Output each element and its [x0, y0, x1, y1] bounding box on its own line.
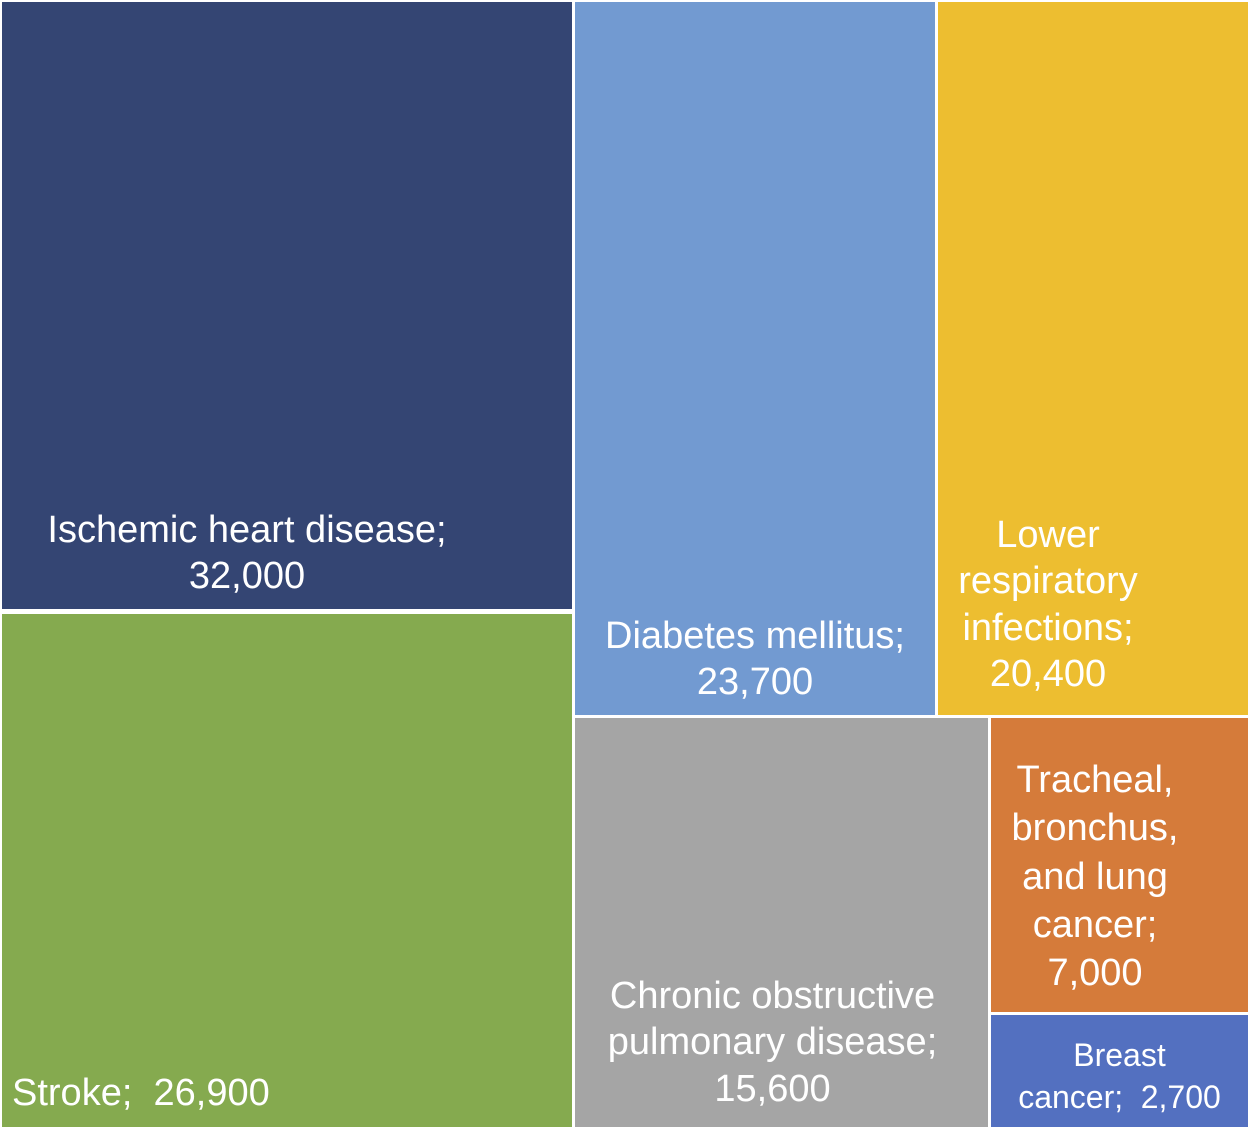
tile-label: Stroke; 26,900 — [12, 1070, 270, 1116]
tile-category-line: cancer; — [1018, 1078, 1124, 1115]
tile-category-line: and lung — [1022, 855, 1168, 898]
tile-label: Diabetes mellitus; 23,700 — [575, 613, 935, 706]
tile-text: Stroke; 26,900 — [12, 1070, 270, 1116]
tile-lung-cancer: Tracheal, bronchus, and lung cancer; 7,000 — [991, 718, 1248, 1012]
tile-category-line: Lower — [996, 514, 1100, 556]
tile-category-line: bronchus, — [1011, 807, 1179, 850]
tile-category: Chronic obstructive pulmonary disease; — [575, 973, 970, 1066]
tile-value: 15,600 — [714, 1067, 831, 1110]
tile-value: 26,900 — [153, 1072, 270, 1114]
tile-category-line: respiratory — [958, 560, 1138, 603]
tile-category: Stroke; — [12, 1072, 133, 1114]
tile-category-line: cancer; — [1032, 903, 1158, 946]
tile-category: Lower respiratory infections; — [938, 512, 1158, 651]
tile-value: 32,000 — [188, 555, 306, 598]
tile-category: Breast cancer; 2,700 — [991, 1035, 1248, 1118]
tile-lower-respiratory-infections: Lower respiratory infections; 20,400 — [938, 2, 1248, 715]
tile-category-line: pulmonary disease; — [607, 1021, 938, 1064]
tile-diabetes-mellitus: Diabetes mellitus; 23,700 — [575, 2, 935, 715]
tile-category-line: infections; — [962, 606, 1134, 649]
tile-value: 7,000 — [1047, 952, 1143, 994]
tile-category-line: Chronic obstructive — [609, 975, 936, 1017]
tile-category: Diabetes mellitus; — [605, 615, 905, 657]
tile-stroke: Stroke; 26,900 — [2, 614, 572, 1127]
tile-label: Ischemic heart disease; 32,000 — [12, 507, 482, 600]
tile-value: 20,400 — [989, 653, 1107, 696]
tile-category: Tracheal, bronchus, and lung cancer; — [991, 756, 1199, 949]
tile-value: 23,700 — [696, 661, 814, 704]
tile-category-line: Tracheal, — [1016, 759, 1174, 801]
tile-copd: Chronic obstructive pulmonary disease; 15… — [575, 718, 988, 1127]
tile-label: Chronic obstructive pulmonary disease; 15… — [575, 973, 970, 1112]
tile-breast-cancer: Breast cancer; 2,700 — [991, 1015, 1248, 1127]
tile-label: Tracheal, bronchus, and lung cancer; 7,000 — [991, 756, 1199, 997]
tile-label: Breast cancer; 2,700 — [991, 1035, 1248, 1118]
tile-category: Ischemic heart disease; — [47, 509, 447, 551]
tile-value: 2,700 — [1140, 1078, 1221, 1115]
tile-category-line: Breast — [1073, 1037, 1166, 1073]
tile-ischemic-heart-disease: Ischemic heart disease; 32,000 — [2, 2, 572, 609]
tile-label: Lower respiratory infections; 20,400 — [938, 512, 1158, 697]
